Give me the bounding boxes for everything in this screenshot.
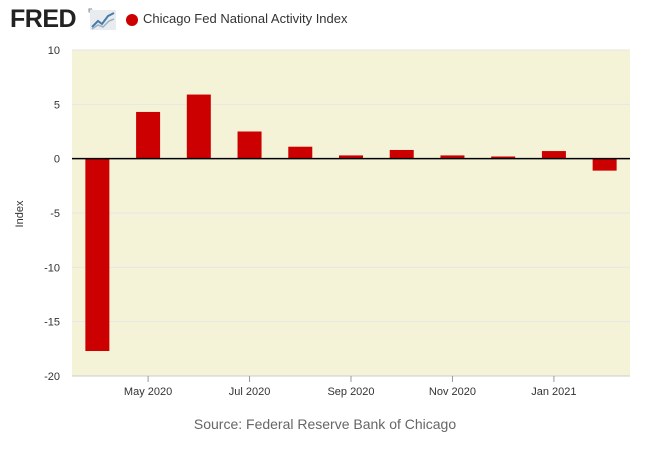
bar-2021-01 bbox=[541, 151, 566, 159]
bar-2020-12 bbox=[491, 156, 516, 159]
y-tick-label-5: 5 bbox=[54, 99, 60, 111]
legend-label: Chicago Fed National Activity Index bbox=[143, 11, 348, 26]
legend-marker bbox=[126, 14, 138, 26]
y-tick-label-10: 10 bbox=[48, 45, 60, 57]
fred-logo-chart-icon bbox=[90, 10, 116, 30]
source-note: Source: Federal Reserve Bank of Chicago bbox=[193, 416, 457, 432]
y-axis-label: Index bbox=[14, 200, 26, 227]
y-tick-label--5: -5 bbox=[50, 208, 60, 220]
bar-2020-06 bbox=[186, 94, 211, 159]
bar-2020-07 bbox=[237, 131, 262, 159]
bar-chart: 10 5 0 -5 -10 -15 -20 May 2020 Jul 2020 Sep 2020 N… bbox=[14, 45, 630, 398]
chart-header: FRED ® Chicago Fed National Activity Ind… bbox=[0, 0, 650, 40]
bar-2020-11 bbox=[440, 155, 465, 159]
bar-2020-09 bbox=[339, 155, 363, 159]
y-tick-label--20: -20 bbox=[44, 371, 60, 383]
x-tick-label-2020-07: Jul 2020 bbox=[229, 386, 271, 398]
x-tick-label-2020-05: May 2020 bbox=[124, 386, 172, 398]
bar-2021-02 bbox=[592, 158, 617, 171]
y-tick-label-0: 0 bbox=[54, 154, 60, 166]
y-tick-label--10: -10 bbox=[44, 262, 60, 274]
bar-2020-05 bbox=[136, 111, 161, 159]
x-tick-label-2020-11: Nov 2020 bbox=[429, 386, 476, 398]
x-tick-label-2021-01: Jan 2021 bbox=[531, 386, 576, 398]
bar-2020-10 bbox=[389, 149, 414, 159]
bar-2020-04 bbox=[85, 158, 110, 352]
y-tick-label--15: -15 bbox=[44, 317, 60, 329]
x-tick-label-2020-09: Sep 2020 bbox=[327, 386, 374, 398]
fred-logo[interactable]: FRED bbox=[10, 5, 77, 33]
bar-2020-08 bbox=[288, 146, 313, 159]
